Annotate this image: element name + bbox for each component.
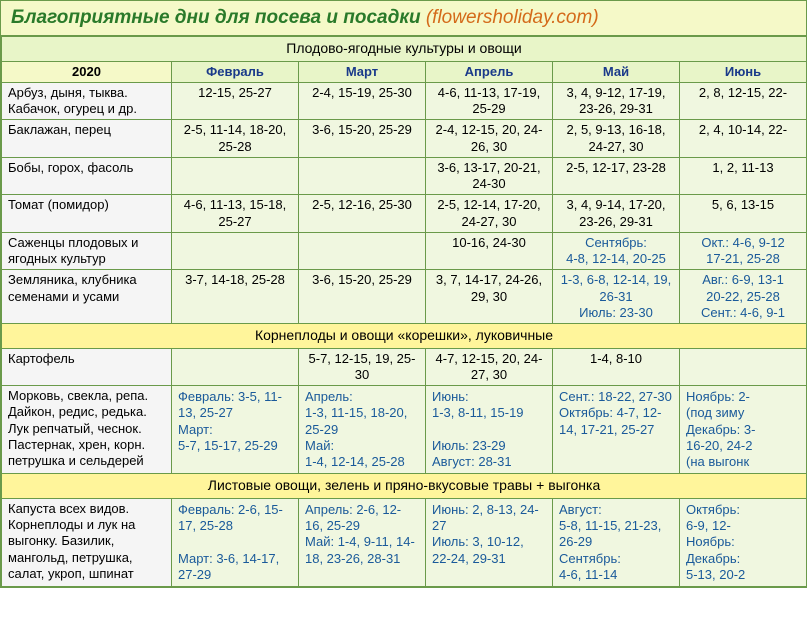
s1-r5-c2: 3, 7, 14-17, 24-26, 29, 30 [426, 270, 553, 324]
s3-r0-label: Капуста всех видов. Корнеплоды и лук на … [2, 498, 172, 586]
s1-r2-c4: 1, 2, 11-13 [680, 157, 807, 195]
s3-r0-c4: Октябрь: 6-9, 12- Ноябрь: Декабрь: 5-13,… [680, 498, 807, 586]
section2-header: Корнеплоды и овощи «корешки», луковичные [2, 324, 807, 349]
s1-r0-c3: 3, 4, 9-12, 17-19, 23-26, 29-31 [553, 82, 680, 120]
s1-r3-c1: 2-5, 12-16, 25-30 [299, 195, 426, 233]
s1-r3-c3: 3, 4, 9-14, 17-20, 23-26, 29-31 [553, 195, 680, 233]
s1-r4-c1 [299, 232, 426, 270]
s1-r4-c0 [172, 232, 299, 270]
s1-r2-c0 [172, 157, 299, 195]
planting-calendar: Благоприятные дни для посева и посадки (… [0, 0, 807, 588]
s2-r0-c4 [680, 348, 807, 386]
s1-r4-label: Саженцы плодовых и ягодных культур [2, 232, 172, 270]
s2-r0-c2: 4-7, 12-15, 20, 24-27, 30 [426, 348, 553, 386]
s1-r1-c1: 3-6, 15-20, 25-29 [299, 120, 426, 158]
s1-row-2: Бобы, горох, фасоль 3-6, 13-17, 20-21, 2… [2, 157, 807, 195]
s3-row-0: Капуста всех видов. Корнеплоды и лук на … [2, 498, 807, 586]
month-apr: Апрель [426, 61, 553, 82]
s2-r1-c4: Ноябрь: 2- (под зиму Декабрь: 3- 16-20, … [680, 386, 807, 474]
s1-r2-c3: 2-5, 12-17, 23-28 [553, 157, 680, 195]
s1-row-0: Арбуз, дыня, тыква. Кабачок, огурец и др… [2, 82, 807, 120]
s1-r3-c4: 5, 6, 13-15 [680, 195, 807, 233]
s1-r0-c1: 2-4, 15-19, 25-30 [299, 82, 426, 120]
s1-row-4: Саженцы плодовых и ягодных культур 10-16… [2, 232, 807, 270]
s1-r0-c0: 12-15, 25-27 [172, 82, 299, 120]
section2-header-row: Корнеплоды и овощи «корешки», луковичные [2, 324, 807, 349]
s1-r5-c1: 3-6, 15-20, 25-29 [299, 270, 426, 324]
section1-header-row: Плодово-ягодные культуры и овощи [2, 37, 807, 62]
title-main: Благоприятные дни для посева и посадки [11, 7, 421, 28]
s1-row-1: Баклажан, перец 2-5, 11-14, 18-20, 25-28… [2, 120, 807, 158]
s3-r0-c3: Август: 5-8, 11-15, 21-23, 26-29 Сентябр… [553, 498, 680, 586]
s1-r2-label: Бобы, горох, фасоль [2, 157, 172, 195]
s1-row-5: Земляника, клубника семенами и усами 3-7… [2, 270, 807, 324]
s1-r5-c0: 3-7, 14-18, 25-28 [172, 270, 299, 324]
section1-header: Плодово-ягодные культуры и овощи [2, 37, 807, 62]
month-may: Май [553, 61, 680, 82]
s1-r5-c4: Авг.: 6-9, 13-1 20-22, 25-28 Сент.: 4-6,… [680, 270, 807, 324]
s1-r2-c2: 3-6, 13-17, 20-21, 24-30 [426, 157, 553, 195]
s3-r0-c1: Апрель: 2-6, 12-16, 25-29 Май: 1-4, 9-11… [299, 498, 426, 586]
s3-r0-c2: Июнь: 2, 8-13, 24-27 Июль: 3, 10-12, 22-… [426, 498, 553, 586]
s1-r3-c2: 2-5, 12-14, 17-20, 24-27, 30 [426, 195, 553, 233]
calendar-title: Благоприятные дни для посева и посадки (… [1, 1, 806, 36]
s1-r1-c2: 2-4, 12-15, 20, 24-26, 30 [426, 120, 553, 158]
s1-r0-c4: 2, 8, 12-15, 22- [680, 82, 807, 120]
year-cell: 2020 [2, 61, 172, 82]
months-header-row: 2020 Февраль Март Апрель Май Июнь [2, 61, 807, 82]
s2-r0-c1: 5-7, 12-15, 19, 25-30 [299, 348, 426, 386]
s1-r3-c0: 4-6, 11-13, 15-18, 25-27 [172, 195, 299, 233]
s3-r0-c0: Февраль: 2-6, 15-17, 25-28 Март: 3-6, 14… [172, 498, 299, 586]
s2-r0-c0 [172, 348, 299, 386]
title-site: (flowersholiday.com) [426, 7, 599, 28]
s1-r2-c1 [299, 157, 426, 195]
section3-header: Листовые овощи, зелень и пряно-вкусовые … [2, 474, 807, 499]
s1-r3-label: Томат (помидор) [2, 195, 172, 233]
s1-r1-c0: 2-5, 11-14, 18-20, 25-28 [172, 120, 299, 158]
s1-r4-c3: Сентябрь: 4-8, 12-14, 20-25 [553, 232, 680, 270]
s2-r1-c2: Июнь: 1-3, 8-11, 15-19 Июль: 23-29 Авгус… [426, 386, 553, 474]
s1-row-3: Томат (помидор) 4-6, 11-13, 15-18, 25-27… [2, 195, 807, 233]
s1-r0-c2: 4-6, 11-13, 17-19, 25-29 [426, 82, 553, 120]
s1-r5-c3: 1-3, 6-8, 12-14, 19, 26-31 Июль: 23-30 [553, 270, 680, 324]
s1-r4-c4: Окт.: 4-6, 9-12 17-21, 25-28 [680, 232, 807, 270]
s2-r1-label: Морковь, свекла, репа. Дайкон, редис, ре… [2, 386, 172, 474]
month-jun: Июнь [680, 61, 807, 82]
s2-r1-c0: Февраль: 3-5, 11-13, 25-27 Март: 5-7, 15… [172, 386, 299, 474]
month-mar: Март [299, 61, 426, 82]
s1-r0-label: Арбуз, дыня, тыква. Кабачок, огурец и др… [2, 82, 172, 120]
s2-r1-c1: Апрель: 1-3, 11-15, 18-20, 25-29 Май: 1-… [299, 386, 426, 474]
s2-r0-c3: 1-4, 8-10 [553, 348, 680, 386]
calendar-table: Плодово-ягодные культуры и овощи 2020 Фе… [1, 36, 807, 587]
s1-r5-label: Земляника, клубника семенами и усами [2, 270, 172, 324]
s1-r4-c2: 10-16, 24-30 [426, 232, 553, 270]
s2-row-1: Морковь, свекла, репа. Дайкон, редис, ре… [2, 386, 807, 474]
s1-r1-c3: 2, 5, 9-13, 16-18, 24-27, 30 [553, 120, 680, 158]
s2-r1-c3: Сент.: 18-22, 27-30 Октябрь: 4-7, 12-14,… [553, 386, 680, 474]
s2-row-0: Картофель 5-7, 12-15, 19, 25-30 4-7, 12-… [2, 348, 807, 386]
s2-r0-label: Картофель [2, 348, 172, 386]
s1-r1-c4: 2, 4, 10-14, 22- [680, 120, 807, 158]
s1-r1-label: Баклажан, перец [2, 120, 172, 158]
month-feb: Февраль [172, 61, 299, 82]
section3-header-row: Листовые овощи, зелень и пряно-вкусовые … [2, 474, 807, 499]
